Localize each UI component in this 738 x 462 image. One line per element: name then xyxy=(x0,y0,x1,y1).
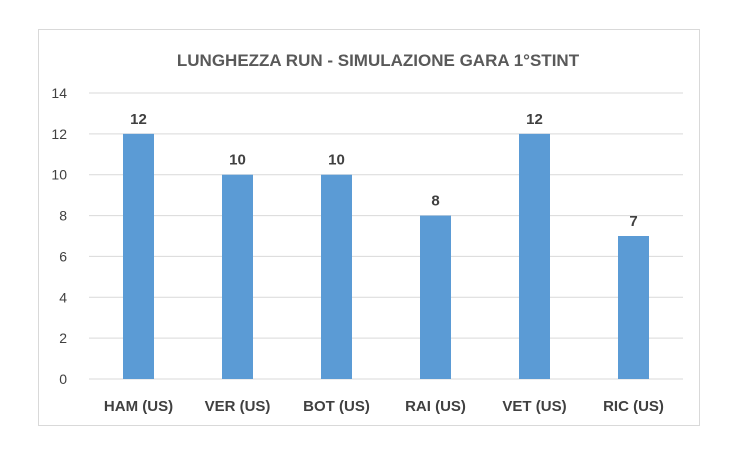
x-category-label: VER (US) xyxy=(205,398,271,415)
x-category-label: RAI (US) xyxy=(405,398,466,415)
y-axis: 0 2 4 6 8 10 12 14 xyxy=(51,85,67,387)
y-tick-label: 0 xyxy=(59,371,67,387)
x-axis: HAM (US) VER (US) BOT (US) RAI (US) VET (US)… xyxy=(104,398,664,415)
bar xyxy=(519,133,550,379)
y-tick-label: 12 xyxy=(51,126,67,142)
data-label: 12 xyxy=(130,111,147,128)
data-label: 8 xyxy=(431,193,439,210)
chart-title: LUNGHEZZA RUN - SIMULAZIONE GARA 1°STINT xyxy=(177,51,580,70)
bar xyxy=(420,215,451,379)
y-tick-label: 10 xyxy=(51,167,67,183)
x-category-label: HAM (US) xyxy=(104,398,173,415)
y-tick-label: 8 xyxy=(59,208,67,224)
bar xyxy=(321,174,352,379)
bar xyxy=(123,133,154,379)
y-tick-label: 14 xyxy=(51,85,67,101)
chart-frame: LUNGHEZZA RUN - SIMULAZIONE GARA 1°STINT… xyxy=(38,29,700,426)
x-category-label: BOT (US) xyxy=(303,398,370,415)
bar xyxy=(222,174,253,379)
x-category-label: VET (US) xyxy=(502,398,566,415)
x-category-label: RIC (US) xyxy=(603,398,664,415)
y-tick-label: 2 xyxy=(59,330,67,346)
bar xyxy=(618,236,649,379)
data-label: 10 xyxy=(328,152,345,169)
data-labels: 12 10 10 8 12 7 xyxy=(130,111,638,230)
bars xyxy=(123,133,649,379)
y-tick-label: 4 xyxy=(59,289,67,305)
data-label: 12 xyxy=(526,111,543,128)
data-label: 10 xyxy=(229,152,246,169)
y-tick-label: 6 xyxy=(59,248,67,264)
bar-chart: LUNGHEZZA RUN - SIMULAZIONE GARA 1°STINT… xyxy=(51,51,683,415)
grid-layer xyxy=(89,92,683,380)
data-label: 7 xyxy=(629,213,637,230)
